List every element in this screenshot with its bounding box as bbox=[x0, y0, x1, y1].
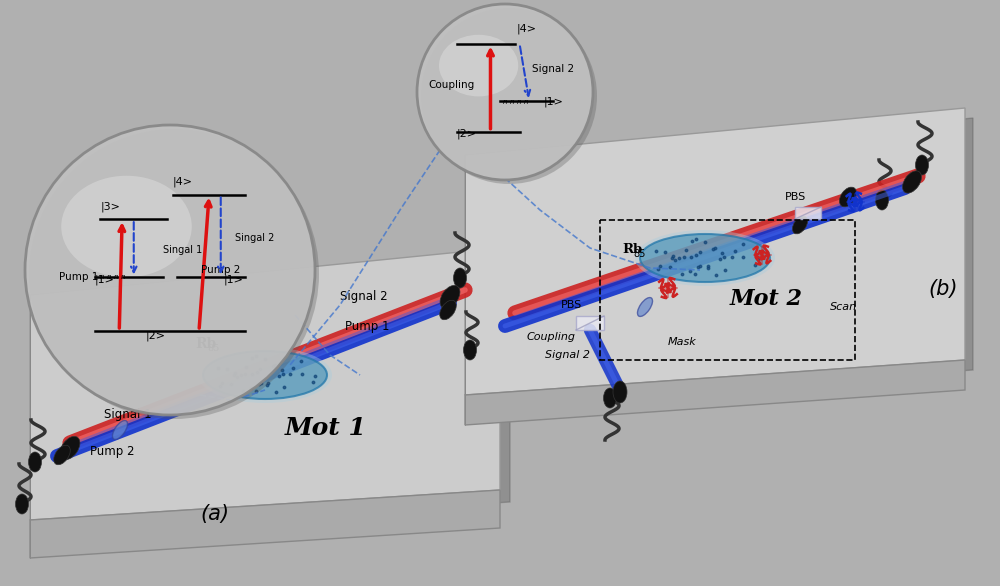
Ellipse shape bbox=[464, 340, 477, 360]
Text: |1>: |1> bbox=[224, 274, 244, 285]
Text: |3>: |3> bbox=[100, 201, 120, 212]
Text: PBS: PBS bbox=[561, 300, 582, 310]
Text: |2>: |2> bbox=[146, 331, 166, 342]
Ellipse shape bbox=[440, 300, 456, 320]
Polygon shape bbox=[576, 316, 604, 330]
Polygon shape bbox=[30, 248, 500, 520]
Ellipse shape bbox=[876, 190, 889, 210]
Text: Mot 2: Mot 2 bbox=[730, 288, 803, 310]
Ellipse shape bbox=[454, 268, 466, 288]
Ellipse shape bbox=[839, 187, 857, 207]
Ellipse shape bbox=[61, 176, 192, 277]
Ellipse shape bbox=[112, 421, 128, 440]
Text: Pump 1: Pump 1 bbox=[345, 320, 390, 333]
Text: Signal 2: Signal 2 bbox=[545, 350, 590, 360]
Polygon shape bbox=[465, 108, 965, 395]
Text: |4>: |4> bbox=[173, 176, 193, 187]
Text: Pump 2: Pump 2 bbox=[201, 265, 240, 275]
Text: Rb: Rb bbox=[195, 337, 216, 351]
Text: n: n bbox=[121, 274, 125, 280]
Ellipse shape bbox=[640, 234, 770, 282]
Polygon shape bbox=[795, 207, 821, 219]
Ellipse shape bbox=[60, 437, 80, 459]
Text: Signal 1: Signal 1 bbox=[104, 408, 152, 421]
Ellipse shape bbox=[203, 351, 327, 399]
Text: (a): (a) bbox=[200, 504, 229, 524]
Text: |4>: |4> bbox=[517, 23, 537, 34]
Polygon shape bbox=[40, 260, 510, 532]
Text: Scan: Scan bbox=[830, 302, 857, 312]
Polygon shape bbox=[473, 118, 973, 405]
Text: Singal 2: Singal 2 bbox=[235, 233, 275, 243]
Text: n: n bbox=[114, 274, 118, 280]
Ellipse shape bbox=[792, 216, 808, 234]
Ellipse shape bbox=[29, 129, 319, 419]
Ellipse shape bbox=[903, 171, 921, 193]
Text: Mask: Mask bbox=[668, 337, 697, 347]
Text: 85: 85 bbox=[633, 249, 645, 259]
Text: Signal 2: Signal 2 bbox=[340, 290, 388, 303]
Text: PBS: PBS bbox=[785, 192, 806, 202]
Text: n: n bbox=[510, 99, 514, 105]
Ellipse shape bbox=[604, 388, 616, 408]
Ellipse shape bbox=[635, 230, 775, 286]
Ellipse shape bbox=[613, 381, 627, 403]
Text: Pump 1: Pump 1 bbox=[59, 272, 98, 282]
Polygon shape bbox=[465, 360, 965, 425]
Ellipse shape bbox=[198, 347, 332, 403]
Ellipse shape bbox=[439, 35, 518, 97]
Text: n: n bbox=[107, 274, 111, 280]
Ellipse shape bbox=[637, 298, 653, 316]
Text: Mot 1: Mot 1 bbox=[285, 416, 367, 440]
Ellipse shape bbox=[421, 8, 597, 184]
Ellipse shape bbox=[28, 452, 42, 472]
Polygon shape bbox=[30, 490, 500, 558]
Ellipse shape bbox=[916, 155, 928, 175]
Text: Singal 1: Singal 1 bbox=[163, 246, 202, 255]
Text: 85: 85 bbox=[207, 344, 219, 353]
Text: n: n bbox=[503, 99, 507, 105]
Text: Coupling: Coupling bbox=[429, 80, 475, 90]
Text: |1>: |1> bbox=[95, 274, 114, 285]
Text: Rb: Rb bbox=[622, 243, 642, 256]
Ellipse shape bbox=[25, 125, 315, 415]
Text: n: n bbox=[100, 274, 104, 280]
Ellipse shape bbox=[417, 4, 593, 180]
Text: Signal 2: Signal 2 bbox=[532, 64, 574, 74]
Text: n: n bbox=[517, 99, 521, 105]
Text: n: n bbox=[524, 99, 528, 105]
Text: Pump 2: Pump 2 bbox=[90, 445, 134, 458]
Text: |2>: |2> bbox=[457, 128, 477, 139]
Text: (b): (b) bbox=[928, 279, 958, 299]
Ellipse shape bbox=[54, 445, 70, 465]
Text: |1>: |1> bbox=[544, 97, 564, 107]
Text: Coupling: Coupling bbox=[527, 332, 576, 342]
Ellipse shape bbox=[16, 494, 28, 514]
Ellipse shape bbox=[440, 285, 460, 309]
